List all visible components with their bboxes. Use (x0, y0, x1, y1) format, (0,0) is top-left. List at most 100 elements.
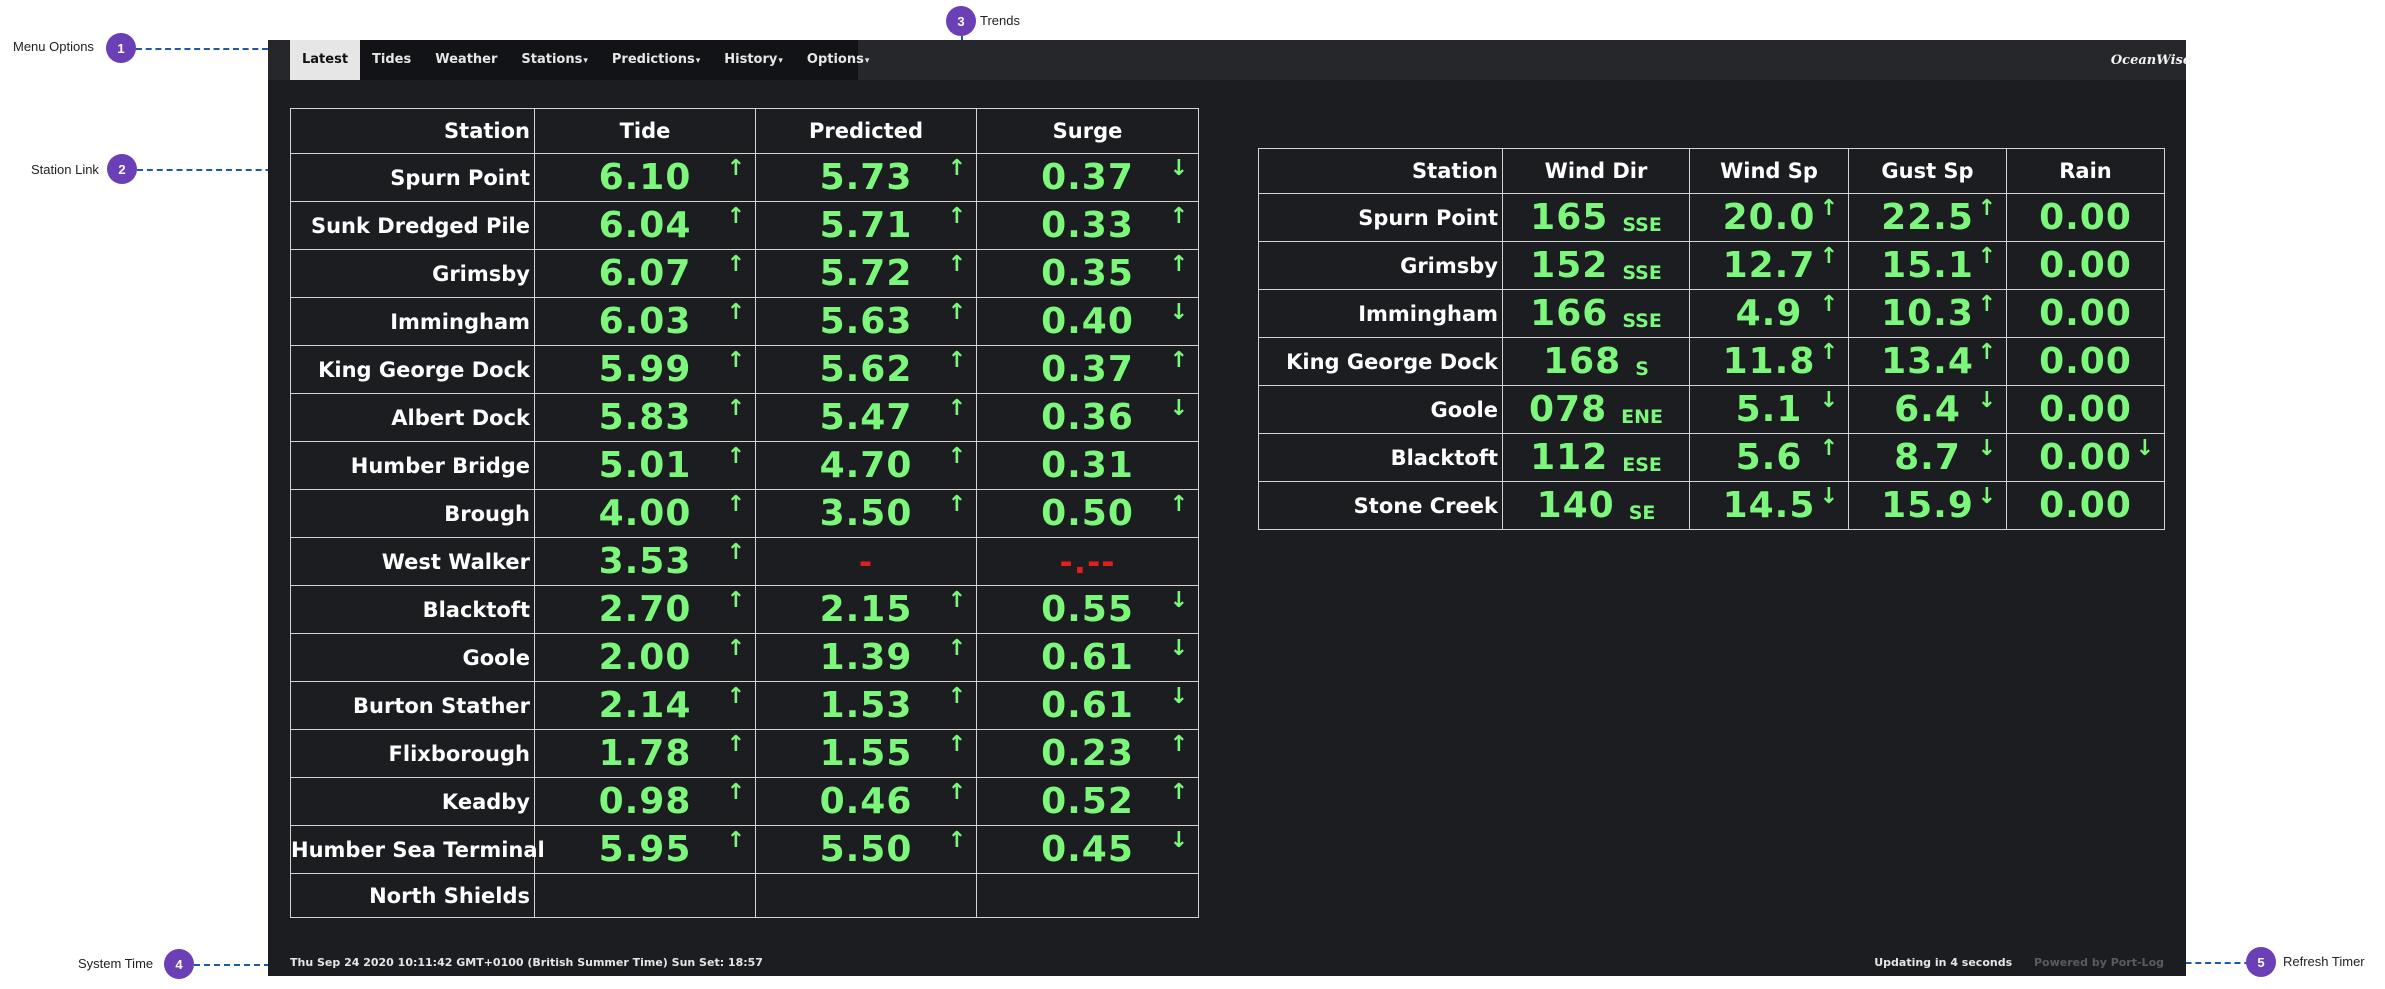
tide-cell-value: 5.83 (598, 397, 692, 438)
nav-weather[interactable]: Weather (423, 40, 509, 80)
station-link[interactable]: Grimsby (290, 249, 535, 298)
tide-dashboard: Latest Tides Weather Stations▾ Predictions▾ H… (268, 40, 2192, 976)
station-link[interactable]: Stone Creek (1258, 481, 1503, 530)
tide-cell: 1.78 ↑ (534, 729, 756, 778)
nav-predictions[interactable]: Predictions▾ (600, 40, 712, 80)
tide-row: Brough 4.00 ↑ 3.50 ↑ 0.50 ↑ (290, 489, 1199, 538)
tide-cell-value: 6.07 (598, 253, 692, 294)
wind-sp-cell: 4.9 ↑ (1689, 289, 1849, 338)
surge-cell: 0.40 ↓ (976, 297, 1199, 346)
tide-cell: 2.70 ↑ (534, 585, 756, 634)
station-link[interactable]: Humber Bridge (290, 441, 535, 490)
arrow-up-icon: ↑ (1977, 244, 1996, 269)
predicted-cell-value: 0.46 (819, 781, 913, 822)
station-link[interactable]: Albert Dock (290, 393, 535, 442)
surge-cell: 0.45 ↓ (976, 825, 1199, 874)
wind-sp-cell: 20.0 ↑ (1689, 193, 1849, 242)
nav-history[interactable]: History▾ (712, 40, 795, 80)
tide-row: North Shields (290, 873, 1199, 918)
station-link[interactable]: Immingham (1258, 289, 1503, 338)
oceanwise-logo[interactable]: OceanWise (2110, 52, 2192, 68)
surge-cell: 0.35 ↑ (976, 249, 1199, 298)
tide-cell: 0.98 ↑ (534, 777, 756, 826)
nav-tides[interactable]: Tides (360, 40, 423, 80)
station-link[interactable]: North Shields (290, 873, 535, 918)
wind-sp-cell: 11.8 ↑ (1689, 337, 1849, 386)
predicted-cell-value: 5.63 (819, 301, 913, 342)
predicted-cell-value: 1.55 (819, 733, 913, 774)
arrow-up-icon: ↑ (726, 636, 745, 661)
tide-row: Flixborough 1.78 ↑ 1.55 ↑ 0.23 ↑ (290, 729, 1199, 778)
powered-by-link[interactable]: Powered by Port-Log (2033, 956, 2164, 969)
station-link[interactable]: Burton Stather (290, 681, 535, 730)
station-link[interactable]: West Walker (290, 537, 535, 586)
wind-deg-value: 165 (1530, 197, 1609, 238)
station-link[interactable]: Humber Sea Terminal (290, 825, 545, 874)
tide-cell: 6.10 ↑ (534, 153, 756, 202)
surge-cell (976, 873, 1199, 918)
wind-dir-cell: 112 ESE (1502, 433, 1690, 482)
arrow-up-icon: ↑ (947, 636, 966, 661)
arrow-down-icon: ↓ (1977, 388, 1996, 413)
station-link[interactable]: Flixborough (290, 729, 535, 778)
station-link[interactable]: Blacktoft (290, 585, 535, 634)
station-link[interactable]: Sunk Dredged Pile (290, 201, 535, 250)
predicted-cell-value: 1.53 (819, 685, 913, 726)
weather-row: Grimsby 152 SSE 12.7 ↑ 15.1 ↑ 0.00 (1258, 241, 2165, 290)
predicted-cell: 5.73 ↑ (755, 153, 977, 202)
station-link[interactable]: Goole (1258, 385, 1503, 434)
predicted-cell: 5.47 ↑ (755, 393, 977, 442)
arrow-up-icon: ↑ (947, 396, 966, 421)
tide-cell: 2.14 ↑ (534, 681, 756, 730)
tide-row: Goole 2.00 ↑ 1.39 ↑ 0.61 ↓ (290, 633, 1199, 682)
station-link[interactable]: King George Dock (290, 345, 535, 394)
nav-predictions-label: Predictions (611, 52, 695, 67)
station-link[interactable]: Keadby (290, 777, 535, 826)
predicted-cell: 5.71 ↑ (755, 201, 977, 250)
callout-badge-4: 4 (164, 949, 194, 979)
nav-stations[interactable]: Stations▾ (509, 40, 599, 80)
arrow-up-icon: ↑ (726, 252, 745, 277)
arrow-up-icon: ↑ (726, 828, 745, 853)
gust-sp-cell: 15.1 ↑ (1848, 241, 2007, 290)
rain-cell-value: 0.00 (2039, 485, 2132, 526)
tide-cell-value: 5.01 (598, 445, 692, 486)
arrow-down-icon: ↓ (1169, 684, 1188, 709)
predicted-cell-value: 5.62 (819, 349, 913, 390)
station-link[interactable]: Brough (290, 489, 535, 538)
station-link[interactable]: Blacktoft (1258, 433, 1503, 482)
predicted-cell-value: 5.47 (819, 397, 913, 438)
station-link[interactable]: Grimsby (1258, 241, 1503, 290)
tide-row: Sunk Dredged Pile 6.04 ↑ 5.71 ↑ 0.33 ↑ (290, 201, 1199, 250)
wind-deg-value: 140 (1536, 485, 1615, 526)
surge-cell: 0.61 ↓ (976, 633, 1199, 682)
station-link[interactable]: Spurn Point (1258, 193, 1503, 242)
arrow-up-icon: ↑ (726, 156, 745, 181)
wind-compass-value: S (1635, 358, 1649, 380)
wind-sp-cell: 14.5 ↓ (1689, 481, 1849, 530)
arrow-up-icon: ↑ (1977, 292, 1996, 317)
nav-stations-label: Stations (521, 52, 583, 67)
weather-row: Stone Creek 140 SE 14.5 ↓ 15.9 ↓ 0.00 (1258, 481, 2165, 530)
callout-label-station-link: Station Link (31, 162, 99, 177)
callout-label-menu-options: Menu Options (13, 39, 94, 54)
arrow-up-icon: ↑ (947, 156, 966, 181)
predicted-cell: 5.50 ↑ (755, 825, 977, 874)
predicted-cell-value: 2.15 (819, 589, 913, 630)
surge-cell-value: 0.36 (1041, 397, 1134, 438)
surge-cell-value: 0.61 (1041, 637, 1134, 678)
wind-sp-cell: 12.7 ↑ (1689, 241, 1849, 290)
station-link[interactable]: Immingham (290, 297, 535, 346)
tide-cell (534, 873, 756, 918)
station-link[interactable]: King George Dock (1258, 337, 1503, 386)
nav-latest[interactable]: Latest (290, 40, 361, 80)
predicted-cell-value: 5.72 (819, 253, 913, 294)
station-link[interactable]: Goole (290, 633, 535, 682)
arrow-down-icon: ↓ (1169, 156, 1188, 181)
arrow-up-icon: ↑ (1169, 732, 1188, 757)
arrow-up-icon: ↑ (726, 396, 745, 421)
station-link[interactable]: Spurn Point (290, 153, 535, 202)
arrow-up-icon: ↑ (947, 252, 966, 277)
nav-options[interactable]: Options▾ (795, 40, 881, 80)
nav-latest-label: Latest (302, 52, 349, 67)
